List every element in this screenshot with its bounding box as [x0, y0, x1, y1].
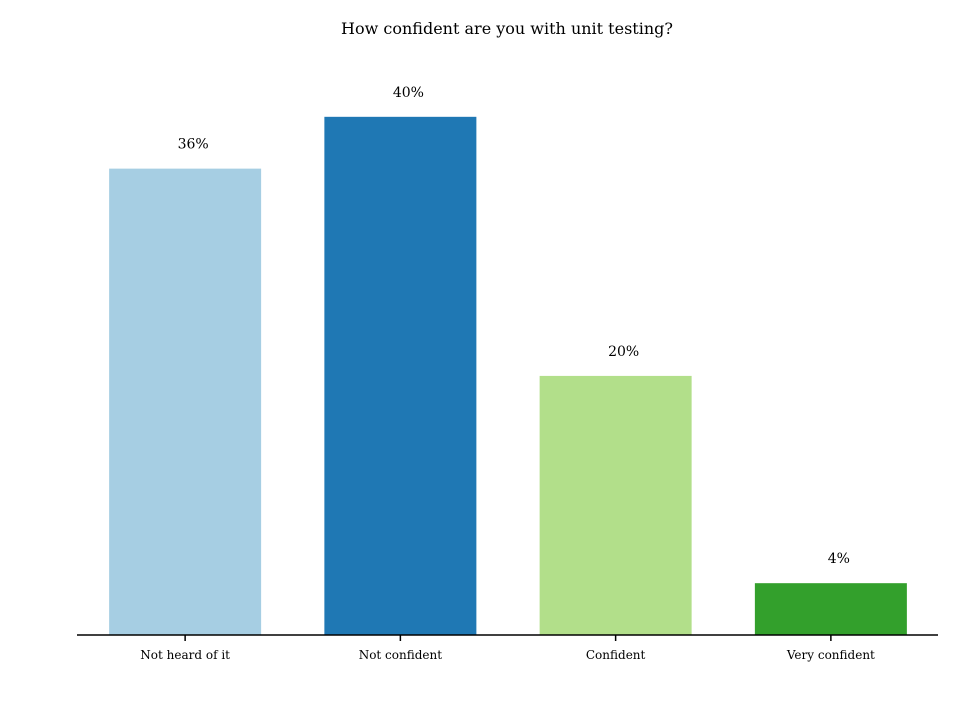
bar: [324, 116, 477, 636]
x-tick-labels-group: Not heard of it Not confident Confident Ver…: [140, 648, 875, 662]
bar: [754, 583, 907, 635]
x-tick-label: Confident: [586, 648, 646, 662]
x-ticks-group: [184, 635, 832, 641]
value-labels-group: 36% 40% 20% 4%: [178, 85, 850, 567]
x-tick-label: Very confident: [786, 648, 875, 662]
x-tick-label: Not heard of it: [140, 648, 230, 662]
bar: [539, 375, 692, 635]
bars-group: [109, 116, 907, 636]
chart-title: How confident are you with unit testing?: [341, 19, 673, 38]
bar-value-label: 4%: [828, 551, 850, 567]
bar-value-label: 40%: [393, 85, 424, 101]
x-tick-label: Not confident: [359, 648, 443, 662]
bar-value-label: 36%: [178, 137, 209, 153]
bar: [109, 168, 262, 636]
bar-value-label: 20%: [608, 344, 639, 360]
